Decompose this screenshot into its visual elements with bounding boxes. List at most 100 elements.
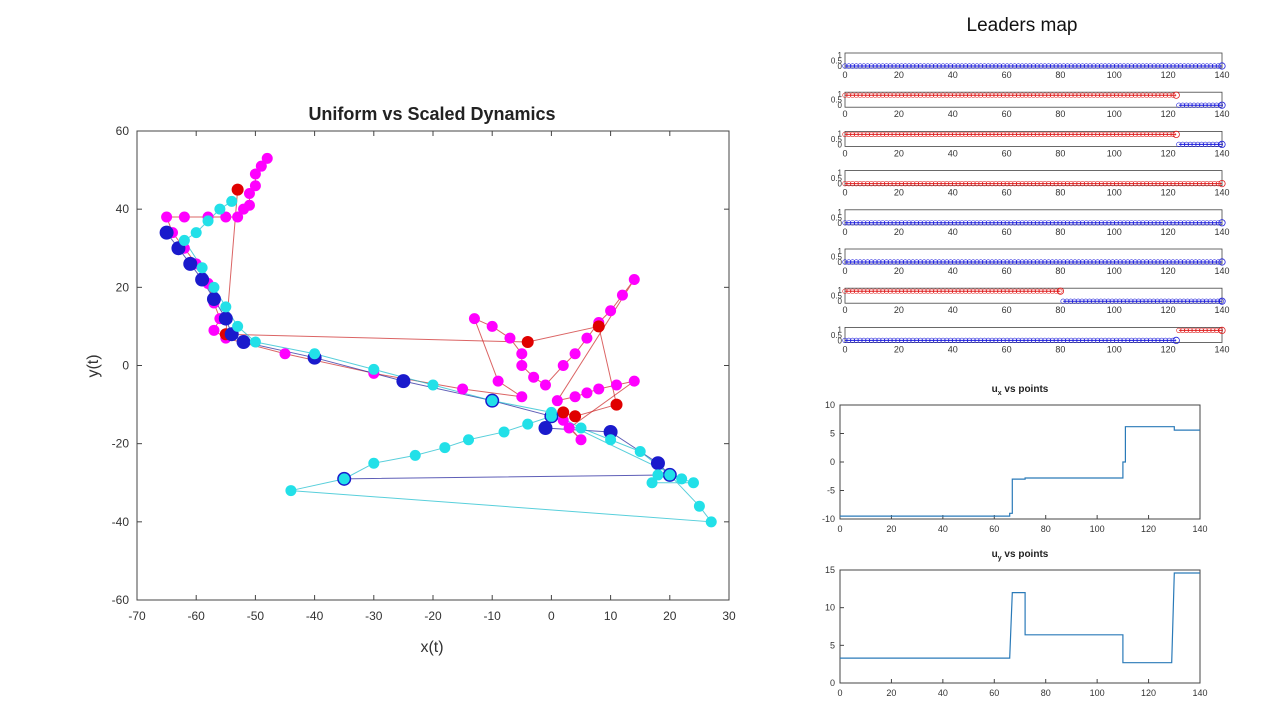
red-leader-marker	[940, 131, 946, 137]
leaders-xtick-label: 80	[1055, 344, 1065, 354]
blue-leader-marker	[1196, 298, 1202, 304]
cyan-point	[190, 227, 202, 239]
red-leader-marker	[914, 288, 920, 294]
red-leader-marker	[1106, 131, 1112, 137]
red-leader-marker	[891, 288, 897, 294]
blue-leader-marker	[1185, 220, 1191, 226]
blue-leader-marker	[1207, 298, 1213, 304]
leaders-ytick-label: 0	[838, 219, 843, 228]
red-leader-marker	[963, 131, 969, 137]
x-tick-label: 30	[722, 609, 736, 623]
blue-leader-marker	[857, 220, 863, 226]
blue-leader-marker	[1215, 259, 1221, 265]
leaders-map-title: Leaders map	[967, 15, 1078, 36]
cyan-point	[439, 442, 451, 454]
red-leader-marker	[978, 131, 984, 137]
red-leader-marker	[947, 181, 954, 187]
cyan-point	[249, 336, 261, 348]
blue-leader-marker	[1049, 220, 1055, 226]
blue-leader-marker	[1106, 63, 1112, 69]
red-leader-marker	[1110, 92, 1116, 98]
blue-leader-marker	[1045, 337, 1052, 344]
blue-leader-marker	[1151, 298, 1157, 304]
blue-leader-marker	[1170, 337, 1176, 344]
blue-leader-marker	[1030, 337, 1037, 344]
blue-leader-marker	[917, 63, 924, 69]
blue-leader-marker	[883, 337, 890, 344]
blue-leader-marker	[1098, 220, 1104, 226]
red-leader-marker	[1015, 131, 1022, 137]
red-leader-endpoint	[1218, 180, 1226, 188]
blue-leader-marker	[936, 259, 942, 265]
blue-leader-endpoint	[1218, 219, 1226, 227]
red-leader-marker	[1136, 131, 1142, 137]
red-leader-marker	[1038, 181, 1044, 187]
blue-leader-endpoint	[1218, 297, 1226, 305]
y-tick-label: 40	[116, 202, 130, 216]
red-leader-marker	[974, 92, 980, 98]
cyan-point	[486, 395, 498, 407]
red-leader-marker	[921, 288, 927, 294]
blue-leader-marker	[1076, 63, 1082, 69]
blue-leader-marker	[1177, 298, 1183, 304]
blue-leader-marker	[1057, 259, 1063, 265]
red-leader-marker	[872, 181, 878, 187]
red-leader-marker	[849, 92, 856, 98]
blue-leader-marker	[1191, 141, 1197, 147]
blue-leader-marker	[1117, 298, 1123, 304]
leaders-xtick-label: 140	[1214, 227, 1229, 237]
small-xtick-label: 20	[886, 524, 896, 534]
small-xtick-label: 0	[837, 524, 842, 534]
blue-leader-marker	[1198, 141, 1205, 147]
magenta-point	[516, 360, 528, 371]
leaders-xtick-label: 40	[948, 305, 958, 315]
magenta-point	[557, 360, 569, 371]
red-leader-marker	[1151, 181, 1157, 187]
blue-leader-marker	[872, 259, 878, 265]
red-leader-marker	[993, 92, 999, 98]
leaders-ytick-label: 1	[838, 169, 843, 178]
blue-leader-marker	[1200, 220, 1206, 226]
blue-leader-marker	[970, 259, 976, 265]
red-leader-marker	[1030, 92, 1037, 98]
blue-leader-marker	[1162, 298, 1168, 304]
red-leader-marker	[1008, 181, 1014, 187]
blue-leader-marker	[887, 63, 893, 69]
red-leader-marker	[846, 181, 852, 187]
blue-leader-marker	[947, 337, 954, 344]
ux-plot-frame	[839, 404, 1201, 520]
red-leader-marker	[940, 288, 946, 294]
red-leader-marker	[1102, 92, 1108, 98]
blue-leader-marker	[914, 63, 920, 69]
blue-leader-marker	[1094, 337, 1101, 344]
red-leader-marker	[996, 92, 1003, 98]
blue-leader-marker	[1015, 337, 1022, 344]
red-leader-marker	[1004, 181, 1010, 187]
blue-leader-marker	[1012, 63, 1018, 69]
red-leader-marker	[883, 288, 890, 294]
red-leader-marker	[1140, 131, 1146, 137]
red-leader-marker	[898, 131, 905, 137]
blue-leader-marker	[978, 220, 984, 226]
blue-leader-marker	[947, 220, 954, 226]
blue-leader-marker	[944, 220, 950, 226]
red-leader-marker	[1019, 288, 1025, 294]
blue-leader-marker	[1042, 337, 1048, 344]
y-tick-label: -20	[112, 437, 130, 451]
red-leader-marker	[868, 92, 874, 98]
red-leader-marker	[959, 92, 965, 98]
red-leader-marker	[1064, 92, 1071, 98]
blue-leader-marker	[865, 220, 871, 226]
blue-leader-marker	[891, 220, 897, 226]
blue-leader-marker	[1203, 298, 1209, 304]
blue-leader-marker	[1143, 337, 1150, 344]
blue-leader-marker	[1177, 259, 1184, 265]
magenta-point	[575, 434, 587, 446]
blue-leader-marker	[932, 259, 939, 265]
blue-leader-marker	[1075, 298, 1081, 304]
blue-leader-marker	[1042, 220, 1048, 226]
blue-leader-marker	[857, 337, 863, 344]
blue-leader-marker	[1136, 259, 1142, 265]
red-leader-marker	[857, 92, 863, 98]
red-leader-marker	[1204, 181, 1210, 187]
